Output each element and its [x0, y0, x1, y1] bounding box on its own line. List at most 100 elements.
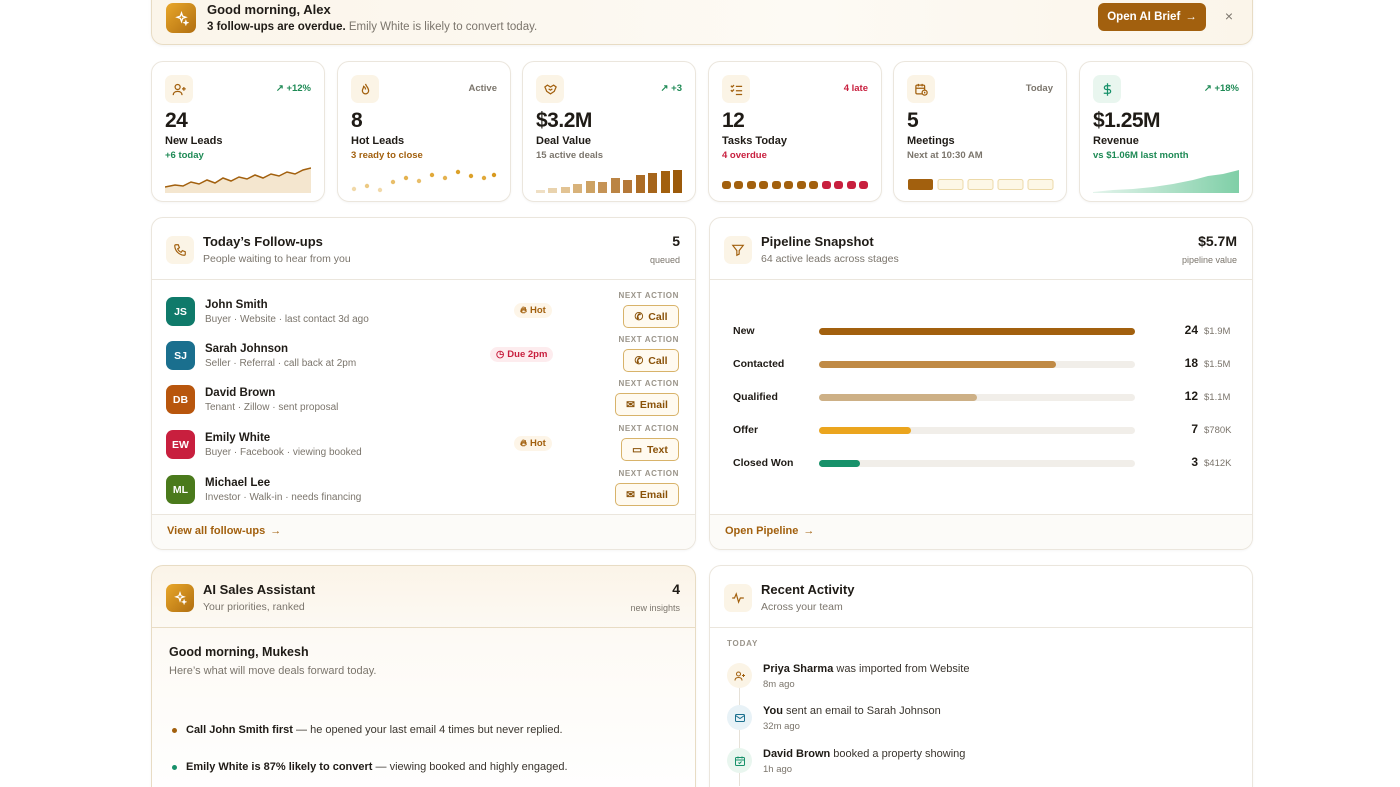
- followup-row-michael-lee[interactable]: ML Michael Lee Investor · Walk-in · need…: [152, 469, 695, 513]
- insight-text: Call John Smith first — he opened your l…: [186, 724, 563, 736]
- pipeline-total-label: pipeline value: [1181, 255, 1237, 265]
- text-button[interactable]: ▭ Text: [621, 438, 679, 461]
- stage-bar-fill: [819, 427, 911, 434]
- contact-name[interactable]: Emily White: [205, 432, 271, 444]
- flame-icon: [351, 75, 379, 103]
- open-ai-brief-button[interactable]: Open AI Brief →: [1098, 3, 1206, 31]
- sparkles-icon: [166, 3, 196, 33]
- stage-bar-fill: [819, 361, 1056, 368]
- sparkline-chart: [165, 167, 311, 193]
- stat-note: Next at 10:30 AM: [907, 150, 983, 161]
- open-pipeline-link[interactable]: Open Pipeline →: [725, 525, 814, 537]
- dollar-icon: [1093, 75, 1121, 103]
- late-badge: 4 late: [843, 83, 868, 94]
- pipeline-stage-new[interactable]: New 24 $1.9M: [710, 322, 1252, 342]
- stage-bar-track: [819, 460, 1135, 467]
- ai-greeting: Good morning, Mukesh: [169, 645, 309, 659]
- trend-badge: ↗ +3: [661, 83, 682, 94]
- mail-icon: ✉: [626, 398, 635, 411]
- insight-bold: Emily White is 87% likely to convert: [186, 761, 373, 773]
- followup-row-sarah-johnson[interactable]: SJ Sarah Johnson Seller · Referral · cal…: [152, 335, 695, 379]
- calendar-clock-icon: [907, 75, 935, 103]
- activity-actor: You: [763, 705, 783, 717]
- funnel-icon: [724, 236, 752, 264]
- call-button[interactable]: ✆ Call: [623, 349, 679, 372]
- stage-amount: $412K: [1204, 458, 1232, 469]
- contact-name[interactable]: Sarah Johnson: [205, 343, 289, 355]
- queued-count: 5: [672, 233, 680, 249]
- tag-text: Due 2pm: [507, 349, 548, 360]
- queued-label: queued: [649, 255, 680, 265]
- insight-rest: — he opened your last email 4 times but …: [292, 724, 563, 736]
- stage-bar-track: [819, 328, 1135, 335]
- activity-header: Recent Activity Across your team: [710, 566, 1252, 628]
- contact-name[interactable]: Michael Lee: [205, 477, 271, 489]
- flame-icon: 🔥︎: [520, 305, 527, 316]
- ai-brief-banner: Good morning, Alex 3 follow-ups are over…: [151, 0, 1253, 45]
- pipeline-stage-qualified[interactable]: Qualified 12 $1.1M: [710, 388, 1252, 408]
- handshake-icon: [536, 75, 564, 103]
- close-icon[interactable]: ×: [1224, 8, 1234, 24]
- followup-row-emily-white[interactable]: EW Emily White Buyer · Facebook · viewin…: [152, 424, 695, 468]
- activity-desc: booked a property showing: [830, 748, 966, 760]
- followup-row-john-smith[interactable]: JS John Smith Buyer · Website · last con…: [152, 291, 695, 335]
- activity-text: You sent an email to Sarah Johnson: [763, 705, 941, 717]
- user-plus-icon: [727, 663, 752, 688]
- stage-count: 12: [1184, 389, 1198, 403]
- stat-label: Hot Leads: [351, 135, 405, 147]
- activity-time: 1h ago: [763, 764, 793, 775]
- contact-name[interactable]: John Smith: [205, 299, 268, 311]
- pipeline-footer: Open Pipeline →: [710, 514, 1252, 549]
- email-button[interactable]: ✉ Email: [615, 393, 679, 416]
- arrow-right-icon: →: [1185, 11, 1197, 23]
- view-all-followups-link[interactable]: View all follow-ups →: [167, 525, 281, 537]
- stat-card-meetings[interactable]: Today 5 Meetings Next at 10:30 AM: [893, 61, 1067, 202]
- insight-item[interactable]: Call John Smith first — he opened your l…: [172, 724, 563, 736]
- activity-item[interactable]: You sent an email to Sarah Johnson 32m a…: [710, 705, 1252, 745]
- stat-card-new-leads[interactable]: ↗ +12% 24 New Leads +6 today: [151, 61, 325, 202]
- mail-icon: ✉: [626, 488, 635, 501]
- activity-text: Priya Sharma was imported from Website: [763, 663, 969, 675]
- stage-amount: $780K: [1204, 425, 1232, 436]
- stat-label: Revenue: [1093, 135, 1139, 147]
- phone-icon: [166, 236, 194, 264]
- day-label: TODAY: [727, 639, 759, 648]
- followups-card: Today’s Follow-ups People waiting to hea…: [151, 217, 696, 550]
- stat-card-deal-value[interactable]: ↗ +3 $3.2M Deal Value 15 active deals: [522, 61, 696, 202]
- checklist-icon: [722, 75, 750, 103]
- call-button[interactable]: ✆ Call: [623, 305, 679, 328]
- pipeline-stage-closed-won[interactable]: Closed Won 3 $412K: [710, 454, 1252, 474]
- dot-chart: [351, 169, 497, 193]
- pipeline-card: Pipeline Snapshot 64 active leads across…: [709, 217, 1253, 550]
- insights-label: new insights: [630, 603, 680, 613]
- stage-count: 3: [1191, 455, 1198, 469]
- stage-bar-track: [819, 361, 1135, 368]
- user-plus-icon: [165, 75, 193, 103]
- stat-label: New Leads: [165, 135, 223, 147]
- activity-item[interactable]: Priya Sharma was imported from Website 8…: [710, 663, 1252, 703]
- pipeline-stage-contacted[interactable]: Contacted 18 $1.5M: [710, 355, 1252, 375]
- action-label: Call: [648, 310, 668, 323]
- stage-name: Contacted: [733, 358, 785, 370]
- action-label: Email: [639, 488, 668, 501]
- ai-assistant-card: AI Sales Assistant Your priorities, rank…: [151, 565, 696, 787]
- followups-header: Today’s Follow-ups People waiting to hea…: [152, 218, 695, 280]
- stat-note: 4 overdue: [722, 150, 767, 161]
- calendar-check-icon: [727, 748, 752, 773]
- insight-rest: — viewing booked and highly engaged.: [372, 761, 568, 773]
- contact-name[interactable]: David Brown: [205, 387, 276, 399]
- pipeline-subtitle: 64 active leads across stages: [761, 253, 899, 265]
- followup-row-david-brown[interactable]: DB David Brown Tenant · Zillow · sent pr…: [152, 379, 695, 423]
- activity-item[interactable]: David Brown booked a property showing 1h…: [710, 748, 1252, 787]
- open-ai-brief-label: Open AI Brief: [1107, 11, 1181, 23]
- stat-card-tasks-today[interactable]: 4 late 12 Tasks Today 4 overdue: [708, 61, 882, 202]
- insight-item[interactable]: Emily White is 87% likely to convert — v…: [172, 761, 568, 773]
- avatar: JS: [166, 297, 195, 326]
- activity-time: 8m ago: [763, 679, 795, 690]
- stat-card-revenue[interactable]: ↗ +18% $1.25M Revenue vs $1.06M last mon…: [1079, 61, 1253, 202]
- email-button[interactable]: ✉ Email: [615, 483, 679, 506]
- pipeline-stage-offer[interactable]: Offer 7 $780K: [710, 421, 1252, 441]
- stage-amount: $1.9M: [1204, 326, 1231, 337]
- stat-card-hot-leads[interactable]: Active 8 Hot Leads 3 ready to close: [337, 61, 511, 202]
- ai-assistant-title: AI Sales Assistant: [203, 582, 316, 597]
